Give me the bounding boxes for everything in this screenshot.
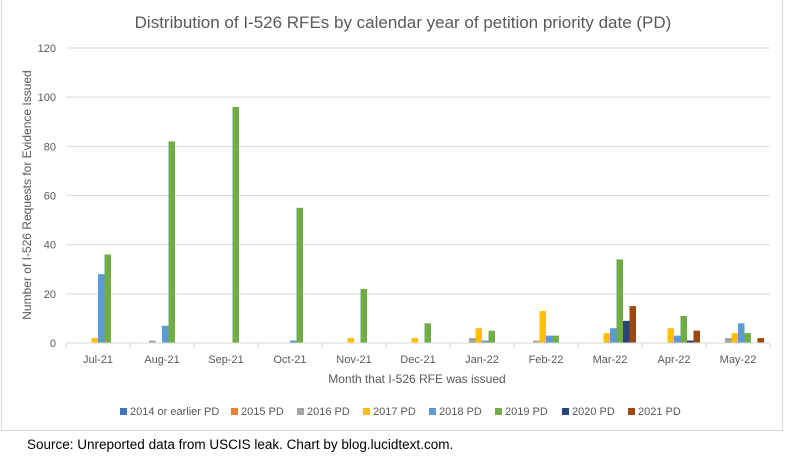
gridlines — [66, 47, 770, 295]
y-tick-label: 0 — [50, 338, 56, 350]
bar-2019-pd-aug-21 — [168, 141, 175, 343]
bar-2017-pd-jul-21 — [91, 338, 98, 343]
y-tick-label: 20 — [44, 289, 56, 301]
bars — [91, 107, 764, 343]
x-tick-label: Apr-22 — [657, 354, 690, 366]
legend-label: 2017 PD — [373, 406, 416, 418]
x-axis-title: Month that I-526 RFE was issued — [328, 372, 505, 386]
x-tick-label: Oct-21 — [273, 354, 306, 366]
bar-2019-pd-nov-21 — [360, 288, 367, 343]
bar-2018-pd-jul-21 — [98, 274, 105, 343]
x-tick-label: May-22 — [720, 354, 757, 366]
bar-2017-pd-jan-22 — [475, 328, 482, 343]
bar-2018-pd-jan-22 — [482, 340, 489, 343]
legend-label: 2016 PD — [307, 406, 350, 418]
y-tick-label: 60 — [44, 191, 56, 203]
bar-2016-pd-jan-22 — [469, 338, 476, 343]
y-tick-label: 120 — [38, 43, 56, 55]
bar-2017-pd-apr-22 — [667, 328, 674, 343]
chart: Distribution of I-526 RFEs by calendar y… — [20, 13, 771, 418]
y-axis-ticks: 0 20 40 60 80 100 120 — [38, 43, 56, 350]
bar-2021-pd-mar-22 — [629, 306, 636, 343]
bar-2019-pd-mar-22 — [616, 259, 623, 343]
bar-2017-pd-dec-21 — [411, 338, 418, 343]
x-tick-label: Jul-21 — [83, 354, 113, 366]
bar-2018-pd-may-22 — [738, 323, 745, 343]
legend-swatch — [628, 408, 635, 415]
bar-2019-pd-jan-22 — [488, 330, 495, 343]
legend-swatch — [429, 408, 436, 415]
bar-2018-pd-apr-22 — [674, 335, 681, 343]
x-tick-label: Nov-21 — [336, 354, 371, 366]
legend-label: 2019 PD — [505, 406, 548, 418]
bar-2019-pd-feb-22 — [552, 335, 559, 343]
bar-2016-pd-may-22 — [725, 338, 732, 343]
bar-2019-pd-oct-21 — [296, 207, 303, 343]
legend-swatch — [363, 408, 370, 415]
y-tick-label: 100 — [38, 92, 56, 104]
x-tick-label: Mar-22 — [593, 354, 628, 366]
legend-label: 2021 PD — [638, 406, 681, 418]
legend-swatch — [495, 408, 502, 415]
chart-title: Distribution of I-526 RFEs by calendar y… — [135, 13, 672, 32]
y-axis-title: Number of I-526 Requests for Evidence Is… — [20, 70, 34, 319]
x-tick-label: Jan-22 — [465, 354, 499, 366]
bar-2018-pd-mar-22 — [610, 328, 617, 343]
bar-2017-pd-feb-22 — [539, 311, 546, 343]
legend-swatch — [562, 408, 569, 415]
bar-2019-pd-dec-21 — [424, 323, 431, 343]
legend-swatch — [231, 408, 238, 415]
chart-frame — [1, 0, 783, 431]
bar-2017-pd-nov-21 — [347, 338, 354, 343]
legend-label: 2015 PD — [241, 406, 284, 418]
legend-label: 2018 PD — [439, 406, 482, 418]
bar-2019-pd-jul-21 — [104, 254, 111, 343]
legend-label: 2014 or earlier PD — [130, 406, 219, 418]
x-tick-label: Aug-21 — [144, 354, 179, 366]
bar-2019-pd-apr-22 — [680, 315, 687, 343]
bar-2016-pd-feb-22 — [533, 340, 540, 343]
x-tick-label: Feb-22 — [529, 354, 564, 366]
bar-2020-pd-mar-22 — [623, 320, 630, 343]
bar-2019-pd-may-22 — [744, 333, 751, 343]
legend-swatch — [297, 408, 304, 415]
bar-2021-pd-apr-22 — [693, 330, 700, 343]
legend-swatch — [120, 408, 127, 415]
bar-2020-pd-apr-22 — [687, 340, 694, 343]
bar-2016-pd-aug-21 — [149, 340, 156, 343]
bar-2021-pd-may-22 — [757, 338, 764, 343]
bar-2019-pd-sep-21 — [232, 107, 239, 343]
x-axis-ticks: Jul-21 Aug-21 Sep-21 Oct-21 Nov-21 Dec-21 Jan-… — [65, 343, 771, 366]
legend-label: 2020 PD — [572, 406, 615, 418]
bar-2017-pd-mar-22 — [603, 333, 610, 343]
source-note: Source: Unreported data from USCIS leak.… — [27, 437, 454, 452]
y-tick-label: 80 — [44, 141, 56, 153]
legend: 2014 or earlier PD 2015 PD 2016 PD 2017 PD 2… — [120, 406, 681, 418]
x-tick-label: Dec-21 — [400, 354, 435, 366]
y-tick-label: 40 — [44, 240, 56, 252]
bar-2018-pd-aug-21 — [162, 325, 169, 343]
bar-2018-pd-feb-22 — [546, 335, 553, 343]
bar-2018-pd-oct-21 — [290, 340, 297, 343]
x-tick-label: Sep-21 — [208, 354, 243, 366]
bar-2017-pd-may-22 — [731, 333, 738, 343]
